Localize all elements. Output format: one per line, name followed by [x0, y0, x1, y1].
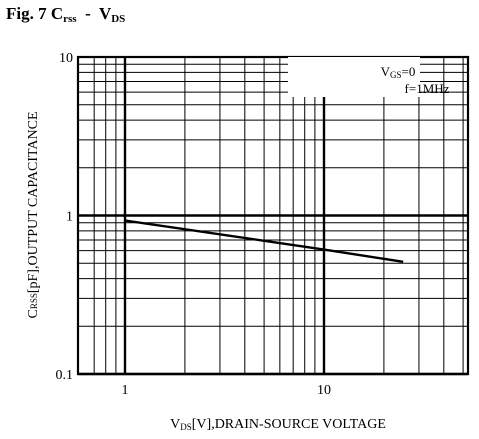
annotation-box	[288, 57, 420, 97]
annotation-freq: f=1MHz	[405, 81, 450, 96]
figure-title-prefix: Fig. 7 C	[6, 4, 64, 23]
figure-title-dash: - V	[76, 4, 112, 23]
x-axis-label: VDS[V],DRAIN-SOURCE VOLTAGE	[170, 417, 386, 432]
plot-frame	[76, 55, 470, 376]
crss-subscript: rss	[63, 13, 77, 25]
x-tick-label: 1	[122, 383, 129, 398]
grid-layer	[76, 55, 470, 376]
crss-curve	[124, 219, 404, 264]
vds-subscript: DS	[111, 13, 126, 25]
annotation-vgs: VGS=0	[381, 64, 416, 80]
x-tick-label: 10	[317, 383, 331, 398]
y-axis-label: CRSS[pF],OUTPUT CAPACITANCE	[26, 111, 41, 318]
y-tick-label: 0.1	[56, 368, 74, 383]
tick-label-layer: 1 10 10 1 0.1	[56, 51, 332, 398]
y-tick-label: 10	[59, 51, 73, 66]
series-layer	[124, 219, 404, 264]
y-tick-label: 1	[66, 210, 73, 225]
figure-title: Fig. 7 Crss - VDS	[6, 4, 125, 25]
